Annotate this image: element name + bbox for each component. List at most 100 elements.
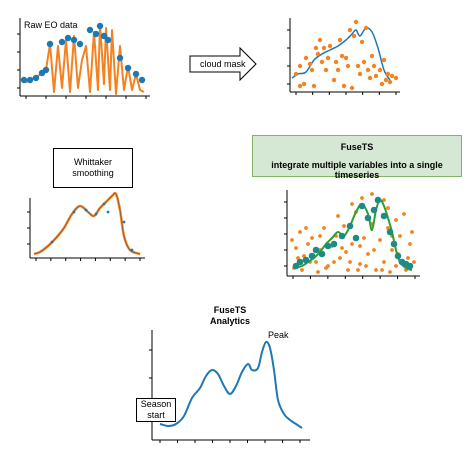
masked-orange-point [325, 55, 331, 61]
masked-orange-point [383, 77, 389, 83]
fused-orange-point [382, 260, 386, 264]
masked-orange-point [365, 67, 371, 73]
masked-orange-point [307, 61, 313, 67]
fused-orange-point [344, 250, 348, 254]
whittaker-blue-point [102, 202, 106, 206]
masked-orange-point [363, 25, 369, 31]
masked-orange-point [333, 59, 339, 65]
masked-orange-point [385, 71, 391, 77]
whittaker-blue-point [72, 210, 76, 214]
masked-orange-point [361, 59, 367, 65]
fused-orange-point [410, 230, 414, 234]
masked-orange-point [315, 51, 321, 57]
masked-orange-point [317, 37, 323, 43]
masked-orange-point [297, 63, 303, 69]
fused-orange-point [370, 192, 374, 196]
fused-teal-point [312, 246, 320, 254]
whittaker-blue-point [122, 220, 126, 224]
raw-blue-point [124, 64, 132, 72]
masked-orange-point [355, 63, 361, 69]
fused-orange-point [340, 246, 344, 250]
fusets-title: FuseTS [340, 142, 374, 152]
masked-orange-point [349, 85, 355, 91]
masked-orange-point [377, 67, 383, 73]
whittaker-blue-point [130, 248, 134, 252]
fused-orange-point [306, 242, 310, 246]
fused-orange-point [338, 256, 342, 260]
raw-blue-point [116, 54, 124, 62]
fused-orange-point [362, 236, 366, 240]
whittaker-blue-point [106, 210, 110, 214]
fused-orange-point [356, 268, 360, 272]
masked-orange-point [337, 37, 343, 43]
season-start-line2: start [147, 410, 165, 420]
whittaker-smoothing-label: Whittaker smoothing [72, 157, 114, 178]
whittaker-blue-point [94, 212, 98, 216]
fusets-integration-box: FuseTS integrate multiple variables into… [252, 135, 462, 180]
fused-orange-point [324, 266, 328, 270]
analytics-title: FuseTS Analytics [200, 305, 260, 327]
fused-teal-point [324, 242, 332, 250]
raw-blue-point [20, 76, 28, 84]
masked-orange-point [331, 77, 337, 83]
whittaker-smoothing-box: Whittaker smoothing [53, 148, 133, 188]
fused-orange-point [398, 234, 402, 238]
masked-orange-point [311, 83, 317, 89]
fused-orange-point [300, 268, 304, 272]
fused-green-line [293, 198, 413, 271]
whittaker-thin-line [33, 192, 141, 255]
fused-teal-point [370, 206, 378, 214]
whittaker-blue-point [50, 240, 54, 244]
raw-blue-point [32, 74, 40, 82]
fused-orange-point [350, 242, 354, 246]
fused-orange-point [388, 270, 392, 274]
fused-orange-point [378, 238, 382, 242]
fused-orange-point [318, 234, 322, 238]
fused-orange-point [408, 242, 412, 246]
fused-orange-point [380, 268, 384, 272]
raw-blue-point [76, 40, 84, 48]
fused-orange-point [290, 238, 294, 242]
masked-orange-point [319, 59, 325, 65]
masked-orange-point [321, 45, 327, 51]
fused-orange-point [346, 268, 350, 272]
fused-orange-point [372, 248, 376, 252]
fused-teal-point [330, 240, 338, 248]
analytics-title-line1: FuseTS [213, 305, 247, 315]
fused-orange-point [366, 252, 370, 256]
masked-orange-point [345, 63, 351, 69]
fused-teal-point [296, 258, 304, 266]
fused-orange-point [412, 260, 416, 264]
masked-orange-point [339, 53, 345, 59]
peak-label: Peak [268, 330, 289, 340]
fused-teal-point [338, 232, 346, 240]
fused-orange-point [358, 244, 362, 248]
masked-orange-point [367, 75, 373, 81]
masked-orange-point [393, 75, 399, 81]
fused-teal-point [386, 228, 394, 236]
fused-orange-point [348, 260, 352, 264]
masked-orange-point [369, 53, 375, 59]
raw-blue-point [26, 76, 34, 84]
masked-orange-point [335, 67, 341, 73]
masked-orange-point [389, 73, 395, 79]
masked-orange-point [359, 39, 365, 45]
fused-orange-point [316, 270, 320, 274]
raw-blue-point [42, 66, 50, 74]
masked-orange-point [313, 45, 319, 51]
raw-eo-data-label: Raw EO data [24, 20, 78, 30]
fused-teal-point [292, 262, 300, 270]
fused-teal-point [352, 234, 360, 242]
fused-teal-point [346, 222, 354, 230]
masked-orange-point [373, 73, 379, 79]
fused-orange-point [360, 196, 364, 200]
raw-blue-point [46, 40, 54, 48]
analytics-blue-line [159, 340, 303, 429]
fused-teal-point [374, 196, 382, 204]
analytics-title-line2: Analytics [209, 316, 251, 326]
fused-orange-point [386, 206, 390, 210]
raw-blue-point [96, 22, 104, 30]
raw-blue-point [100, 32, 108, 40]
